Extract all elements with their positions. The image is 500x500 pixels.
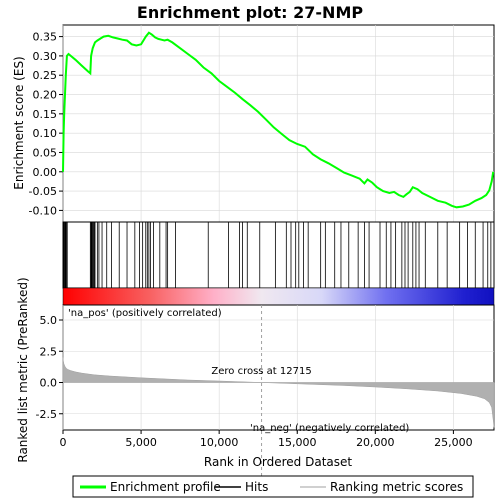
es-y-tick-label: 0.30 bbox=[33, 50, 58, 63]
es-grid bbox=[62, 25, 494, 222]
legend-items: Enrichment profile Hits Ranking metric sco… bbox=[80, 480, 463, 494]
na-neg-annotation: 'na_neg' (negatively correlated) bbox=[250, 423, 409, 434]
metric-y-tick-label: 5.0 bbox=[40, 314, 58, 327]
metric-y-tick-label: 2.5 bbox=[40, 345, 58, 358]
legend-box bbox=[72, 475, 474, 498]
na-pos-annotation: 'na_pos' (positively correlated) bbox=[68, 308, 222, 319]
enrichment-profile-line bbox=[62, 31, 495, 209]
ranking-metric-area bbox=[62, 357, 495, 428]
es-y-axis-ticks: -0.10 -0.05 0.00 0.05 0.10 0.15 0.20 0.25 0.30 0.… bbox=[29, 31, 63, 217]
x-tick-label: 0 bbox=[60, 436, 67, 449]
x-tick-label: 10,000 bbox=[200, 436, 239, 449]
metric-y-tick-label: 0.0 bbox=[40, 377, 58, 390]
legend-label: Ranking metric scores bbox=[330, 480, 463, 494]
metric-y-tick-label: -2.5 bbox=[36, 408, 57, 421]
metric-y-axis-label: Ranked list metric (PreRanked) bbox=[16, 277, 30, 462]
es-y-tick-label: -0.05 bbox=[29, 185, 57, 198]
es-y-tick-label: 0.35 bbox=[33, 31, 58, 44]
es-y-tick-label: 0.25 bbox=[33, 69, 58, 82]
es-y-tick-label: 0.00 bbox=[33, 166, 58, 179]
legend-label: Enrichment profile bbox=[110, 480, 221, 494]
es-y-tick-label: -0.10 bbox=[29, 204, 57, 217]
x-tick-label: 15,000 bbox=[278, 436, 317, 449]
es-y-tick-label: 0.05 bbox=[33, 146, 58, 159]
chart-title: Enrichment plot: 27-NMP bbox=[137, 3, 363, 22]
es-y-tick-label: 0.10 bbox=[33, 127, 58, 140]
x-tick-label: 25,000 bbox=[434, 436, 473, 449]
metric-x-axis-ticks: 0 5,000 10,000 15,000 20,000 25,000 bbox=[60, 430, 473, 449]
x-axis-label: Rank in Ordered Dataset bbox=[204, 455, 352, 469]
es-y-tick-label: 0.20 bbox=[33, 89, 58, 102]
metric-y-axis-ticks: -2.5 0.0 2.5 5.0 bbox=[36, 314, 63, 421]
x-tick-label: 20,000 bbox=[356, 436, 395, 449]
es-y-tick-label: 0.15 bbox=[33, 108, 58, 121]
hits-lines bbox=[63, 222, 492, 288]
rank-color-bar bbox=[62, 287, 495, 306]
x-tick-label: 5,000 bbox=[125, 436, 157, 449]
es-y-axis-label: Enrichment score (ES) bbox=[12, 56, 26, 189]
legend-label: Hits bbox=[245, 480, 268, 494]
zero-cross-annotation: Zero cross at 12715 bbox=[211, 366, 311, 377]
hits-panel-frame bbox=[62, 221, 495, 289]
es-panel-frame bbox=[62, 24, 495, 223]
